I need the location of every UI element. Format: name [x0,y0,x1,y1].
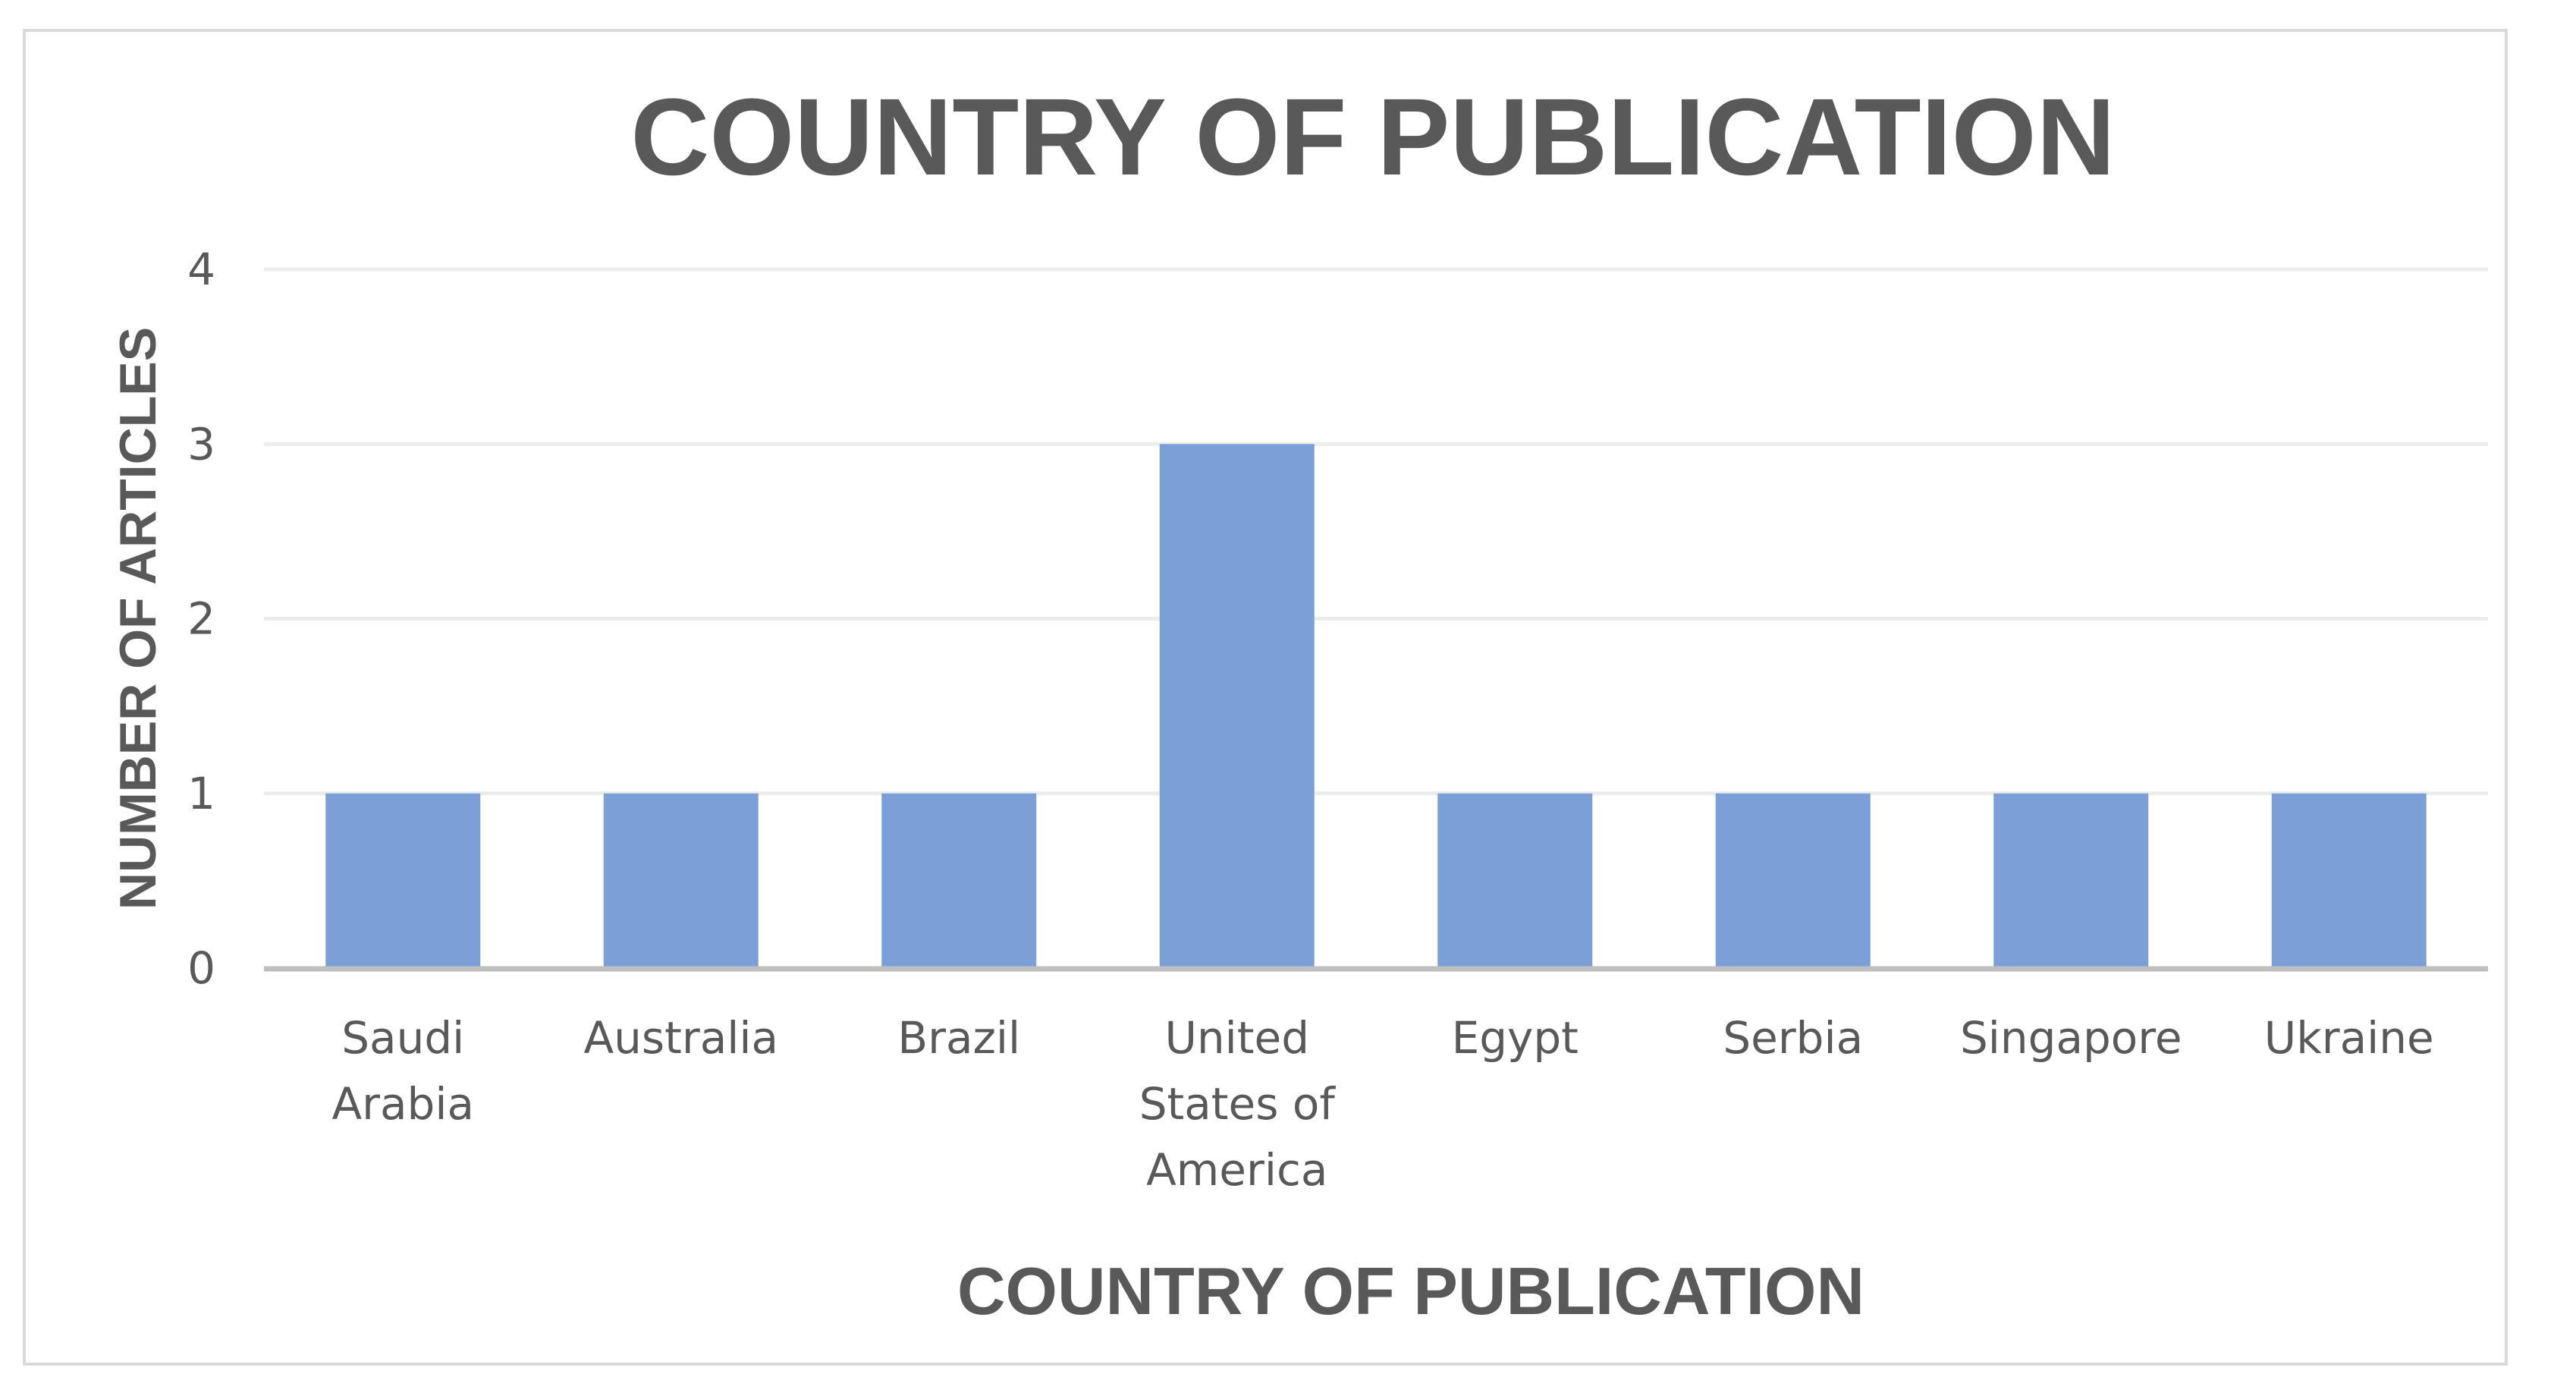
y-tick-label: 2 [187,593,215,645]
x-tick-label: Egypt [1452,1012,1579,1064]
bar [2271,793,2427,968]
x-tick-label: United States of America [1139,1012,1337,1196]
bar [603,793,759,968]
x-tick-label: Serbia [1723,1012,1863,1064]
bar [1715,793,1871,968]
chart-title: COUNTRY OF PUBLICATION [630,76,2115,198]
bar [881,793,1037,968]
x-axis-title: COUNTRY OF PUBLICATION [957,1253,1864,1328]
y-tick-label: 0 [187,942,215,994]
tick-labels: 0 1 2 3 4 Saudi Arabia Australia Brazil United Sta… [187,244,2434,1196]
x-tick-label: Ukraine [2264,1012,2434,1064]
bar [1437,793,1593,968]
x-tick-label: Australia [583,1012,778,1064]
bar [1993,793,2149,968]
gridlines [264,267,2488,796]
y-tick-label: 1 [187,768,215,819]
x-tick-label: Brazil [897,1012,1020,1064]
bars [325,444,2427,968]
y-tick-label: 4 [187,244,215,295]
y-axis-title: NUMBER OF ARTICLES [109,327,167,910]
y-tick-label: 3 [187,418,215,470]
bar [325,793,481,968]
bar [1159,444,1315,968]
x-tick-label: Singapore [1960,1012,2182,1064]
x-tick-label: Saudi Arabia [331,1012,474,1130]
